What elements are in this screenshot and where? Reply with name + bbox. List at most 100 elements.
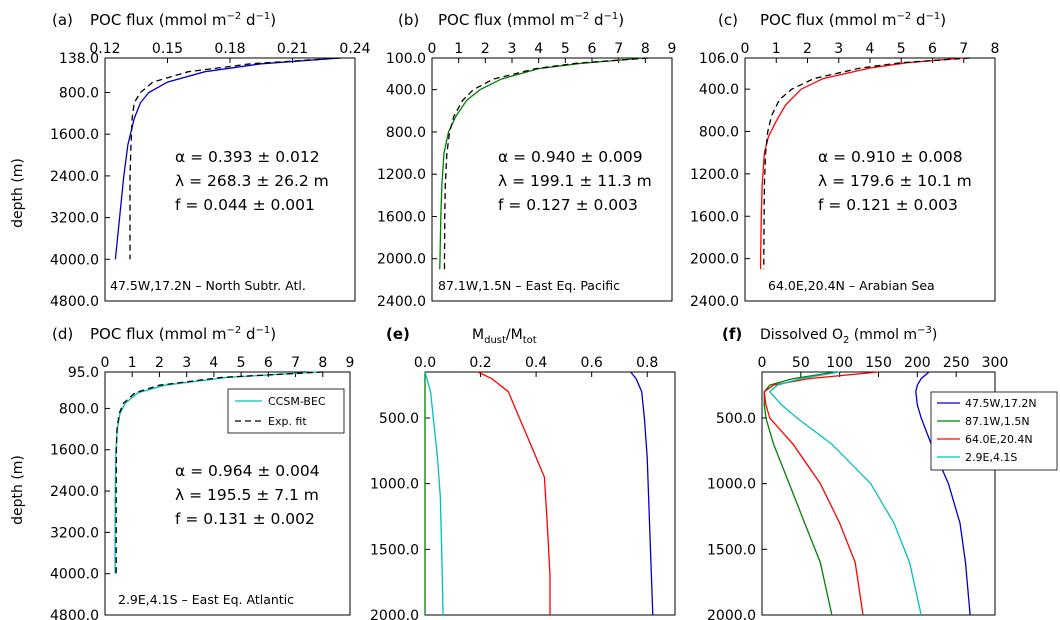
y-tick-label: 1200.0 — [690, 167, 739, 183]
x-tick-label: 250 — [943, 355, 970, 371]
x-tick-label: 0.2 — [469, 355, 491, 371]
location-label: 2.9E,4.1S – East Eq. Atlantic — [118, 592, 294, 607]
x-tick-label: 0 — [741, 41, 750, 57]
x-tick-label: 8 — [641, 41, 650, 57]
y-tick-label: 1600.0 — [50, 127, 99, 143]
y-tick-label: 138.0 — [59, 51, 99, 67]
ccsm-bec-line — [439, 57, 646, 270]
series-line — [915, 371, 971, 616]
y-tick-label: 1500.0 — [370, 542, 419, 558]
x-tick-label: 2 — [803, 41, 812, 57]
y-tick-label: 800.0 — [59, 401, 99, 417]
x-tick-label: 9 — [346, 355, 355, 371]
x-ticks: 0 1 2 3 4 5 6 7 8 9 — [101, 355, 355, 377]
y-tick-label: 2400.0 — [50, 484, 99, 500]
y-tick-label: 4000.0 — [50, 567, 99, 583]
y-ticks: 500.0 1000.0 1500.0 2000.0 — [707, 411, 767, 620]
y-ticks: 100.0 400.0 800.0 1200.0 1600.0 2000.0 2400.0 — [377, 51, 437, 310]
x-tick-label: 6 — [264, 355, 273, 371]
plot-frame — [104, 371, 351, 616]
x-tick-label: 3 — [508, 41, 517, 57]
x-axis-title: Dissolved O2 (mmol m−3) — [760, 325, 937, 346]
x-tick-label: 0 — [101, 355, 110, 371]
x-tick-label: 5 — [897, 41, 906, 57]
y-tick-label: 3200.0 — [50, 211, 99, 227]
x-tick-label: 1 — [454, 41, 463, 57]
exp-fit-line — [443, 57, 649, 270]
x-tick-label: 0.18 — [214, 41, 245, 57]
y-tick-label: 4000.0 — [50, 252, 99, 268]
x-tick-label: 0.6 — [581, 355, 603, 371]
stat-alpha: α = 0.393 ± 0.012 — [175, 148, 320, 166]
x-tick-label: 200 — [904, 355, 931, 371]
y-ticks: 500.0 1000.0 1500.0 2000.0 — [370, 411, 430, 620]
x-tick-label: 3 — [834, 41, 843, 57]
x-ticks: 0 50 100 150 200 250 300 — [758, 355, 1009, 377]
series-line — [763, 371, 836, 616]
y-tick-label: 500.0 — [716, 411, 756, 427]
y-tick-label: 1500.0 — [707, 542, 756, 558]
y-tick-label: 1600.0 — [690, 209, 739, 225]
series-line — [477, 371, 551, 615]
x-axis-title: POC flux (mmol m−2 d−1) — [438, 11, 624, 29]
x-tick-label: 8 — [991, 41, 1000, 57]
ccsm-bec-line — [114, 371, 318, 574]
x-tick-label: 4 — [534, 41, 543, 57]
x-tick-label: 7 — [959, 41, 968, 57]
x-axis-title: POC flux (mmol m−2 d−1) — [90, 11, 276, 29]
x-axis-title: Mdust/Mtot — [472, 327, 537, 346]
y-tick-label: 1600.0 — [50, 443, 99, 459]
legend-label: 87.1W,1.5N — [965, 415, 1030, 428]
y-ticks: 95.0 800.0 1600.0 2400.0 3200.0 4000.0 4800.0 — [50, 365, 110, 620]
x-tick-label: 5 — [237, 355, 246, 371]
exp-fit-line — [115, 371, 323, 574]
y-tick-label: 4800.0 — [50, 294, 99, 310]
series-lines — [424, 371, 654, 616]
legend: 47.5W,17.2N 87.1W,1.5N 64.0E,20.4N 2.9E,… — [930, 391, 1058, 471]
series-line — [763, 371, 879, 616]
x-ticks: 0.12 0.15 0.18 0.21 0.24 — [89, 41, 371, 63]
panel-label: (d) — [52, 325, 73, 343]
y-tick-label: 2000.0 — [377, 252, 426, 268]
x-tick-label: 0 — [758, 355, 767, 371]
y-tick-label: 800.0 — [59, 86, 99, 102]
stat-f: f = 0.127 ± 0.003 — [498, 196, 638, 214]
legend-box — [227, 388, 345, 434]
plot-frame — [431, 57, 673, 302]
x-tick-label: 0.0 — [414, 355, 436, 371]
x-ticks: 0 1 2 3 4 5 6 7 8 — [741, 41, 1000, 63]
panel-d: (d) POC flux (mmol m−2 d−1) depth (m) 0 1… — [10, 325, 354, 620]
x-tick-label: 0 — [428, 41, 437, 57]
stat-lambda: λ = 195.5 ± 7.1 m — [175, 486, 319, 504]
location-label: 87.1W,1.5N – East Eq. Pacific — [438, 278, 620, 293]
x-axis-title: POC flux (mmol m−2 d−1) — [90, 325, 276, 343]
x-tick-label: 8 — [318, 355, 327, 371]
x-tick-label: 4 — [866, 41, 875, 57]
series-line — [630, 371, 654, 616]
y-tick-label: 3200.0 — [50, 525, 99, 541]
x-tick-label: 100 — [826, 355, 853, 371]
y-tick-label: 1000.0 — [707, 477, 756, 493]
panel-label: (e) — [386, 325, 410, 343]
stat-lambda: λ = 268.3 ± 26.2 m — [175, 172, 329, 190]
y-tick-label: 800.0 — [386, 125, 426, 141]
panel-f: (f) Dissolved O2 (mmol m−3) 0 50 100 150 200… — [707, 325, 1058, 620]
legend: CCSM-BEC Exp. fit — [227, 388, 345, 434]
panel-c: (c) POC flux (mmol m−2 d−1) 0 1 2 3 4 5 6 7 8 10… — [690, 11, 999, 310]
x-tick-label: 150 — [865, 355, 892, 371]
y-tick-label: 400.0 — [699, 82, 739, 98]
x-axis-title: POC flux (mmol m−2 d−1) — [760, 11, 946, 29]
panel-label: (c) — [718, 11, 738, 29]
y-axis-label: depth (m) — [10, 455, 26, 525]
location-label: 64.0E,20.4N – Arabian Sea — [768, 278, 935, 293]
stat-f: f = 0.131 ± 0.002 — [175, 510, 315, 528]
stat-alpha: α = 0.964 ± 0.004 — [175, 462, 320, 480]
y-tick-label: 1200.0 — [377, 167, 426, 183]
y-ticks: 138.0 800.0 1600.0 2400.0 3200.0 4000.0 4800.0 — [50, 51, 110, 310]
y-tick-label: 400.0 — [386, 83, 426, 99]
stat-alpha: α = 0.910 ± 0.008 — [818, 148, 963, 166]
ccsm-bec-line — [114, 57, 341, 260]
series-line — [768, 371, 922, 616]
x-tick-label: 300 — [982, 355, 1009, 371]
y-tick-label: 100.0 — [386, 51, 426, 67]
